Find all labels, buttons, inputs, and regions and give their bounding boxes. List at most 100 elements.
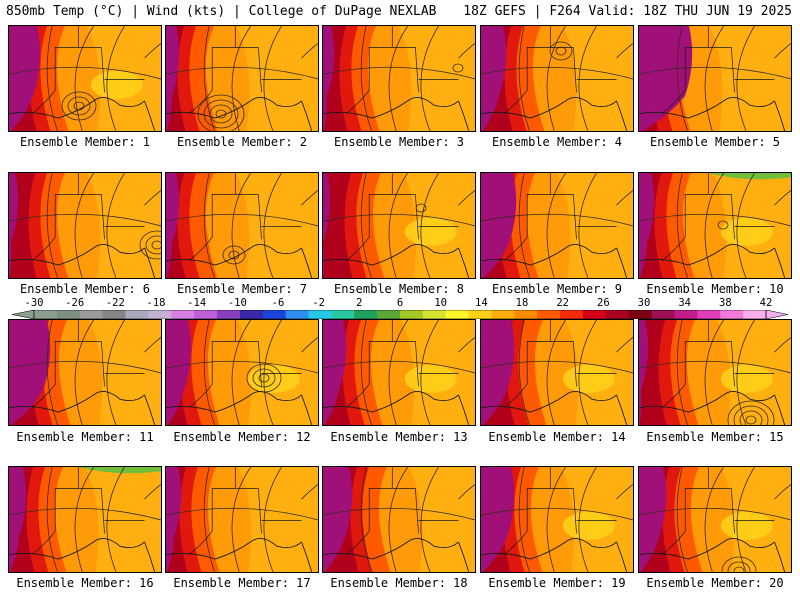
height-contour [481, 507, 633, 521]
colorbar-tick-label: 14 [475, 297, 488, 309]
ensemble-member-map [480, 25, 634, 132]
colorbar-segment [239, 310, 264, 319]
atlantic-coastline [616, 337, 633, 353]
closed-contour [452, 63, 464, 73]
height-contour [360, 173, 373, 278]
closed-contour [145, 235, 161, 255]
height-contour [481, 360, 633, 374]
height-contour [203, 467, 216, 572]
state-border [503, 341, 574, 409]
colorbar-segment [720, 310, 744, 319]
height-contour [203, 173, 216, 278]
colorbar-segment [217, 310, 241, 319]
gulf-coastline [166, 538, 302, 560]
height-contour [360, 26, 373, 131]
florida-coastline [301, 247, 313, 278]
colorbar-segment [537, 310, 561, 319]
colorbar-segment [445, 310, 470, 319]
ensemble-member-map [322, 172, 476, 279]
ensemble-member-map [322, 319, 476, 426]
state-border [31, 47, 102, 115]
colorbar-segment [171, 310, 195, 319]
colorbar-segment [560, 310, 584, 319]
height-contour [388, 173, 409, 278]
state-border [77, 173, 145, 240]
cool-patch [708, 173, 791, 180]
height-contour [106, 173, 125, 278]
atlantic-coastline [144, 337, 161, 353]
colorbar-segment [491, 310, 515, 319]
colorbar-tick-label: -6 [271, 297, 285, 309]
ensemble-member-map [638, 172, 792, 279]
gulf-coastline [639, 538, 775, 560]
height-contour [263, 26, 282, 131]
height-contour [46, 26, 59, 131]
warm-patch [404, 364, 457, 393]
gulf-coastline [481, 391, 617, 413]
florida-coastline [458, 247, 470, 278]
height-contour [704, 26, 725, 131]
colorbar-segment [102, 310, 126, 319]
height-contour [704, 467, 725, 572]
colorbar-segment [514, 310, 538, 319]
state-border [549, 173, 617, 240]
hot-core [481, 467, 515, 572]
gulf-coastline [481, 538, 617, 560]
state-border [661, 341, 732, 409]
state-border [503, 47, 574, 115]
colorbar-tick-label: 42 [759, 297, 773, 309]
warm-patch [90, 70, 143, 99]
florida-coastline [458, 100, 470, 131]
state-border [707, 320, 775, 387]
state-border [77, 320, 145, 387]
gulf-coastline [323, 391, 459, 413]
height-contour [546, 320, 567, 425]
hot-core [9, 26, 41, 131]
height-contour [704, 173, 725, 278]
ensemble-member-map [165, 466, 319, 573]
atlantic-coastline [144, 190, 161, 206]
ensemble-member-label: Ensemble Member: 10 [646, 282, 784, 296]
hot-core [166, 320, 192, 425]
hot-core [323, 467, 353, 572]
height-contour [263, 467, 282, 572]
atlantic-coastline [774, 337, 791, 353]
ensemble-member-map [165, 319, 319, 426]
warm-patch [562, 511, 615, 540]
colorbar-segment [79, 310, 104, 319]
height-contour [481, 213, 633, 227]
height-contour [74, 467, 95, 572]
ensemble-member-map [8, 466, 162, 573]
height-contour [9, 213, 161, 227]
warm-patch [720, 511, 773, 540]
ensemble-member-label: Ensemble Member: 7 [176, 282, 308, 296]
colorbar-segment [148, 310, 172, 319]
state-border [549, 320, 617, 387]
closed-contour [252, 368, 276, 388]
colorbar-tick-label: 26 [597, 297, 610, 309]
ensemble-member-label: Ensemble Member: 8 [333, 282, 465, 296]
hot-core [9, 320, 51, 425]
colorbar-segment [697, 310, 721, 319]
colorbar-segment [125, 310, 149, 319]
height-contour [203, 320, 216, 425]
atlantic-coastline [301, 337, 318, 353]
colorbar-segment [354, 310, 378, 319]
colorbar-tick-label: -18 [146, 297, 166, 309]
map-title: 850mb Temp (°C) | Wind (kts) | College o… [6, 4, 437, 19]
height-contour [518, 173, 531, 278]
closed-contour [139, 230, 161, 260]
height-contour [736, 173, 755, 278]
hot-core [9, 173, 19, 278]
colorbar-segment [400, 310, 424, 319]
atlantic-coastline [458, 484, 475, 500]
atlantic-coastline [144, 484, 161, 500]
hot-core [639, 320, 649, 425]
height-contour [639, 507, 791, 521]
closed-contour [258, 373, 270, 383]
colorbar-segment [583, 310, 607, 319]
colorbar-segment [262, 310, 287, 319]
closed-contour [67, 96, 91, 116]
state-border [391, 173, 459, 240]
height-contour [736, 26, 755, 131]
